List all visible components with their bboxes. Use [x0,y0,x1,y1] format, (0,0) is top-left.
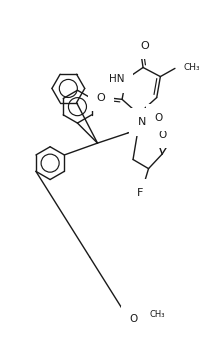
Text: N: N [138,117,146,127]
Text: O: O [158,130,166,140]
Text: HN: HN [109,74,124,84]
Text: CH₃: CH₃ [183,63,199,72]
Text: O: O [154,113,163,122]
Text: O: O [97,92,105,103]
Text: F: F [137,188,143,198]
Text: O: O [140,41,149,51]
Text: CH₃: CH₃ [149,310,165,319]
Text: O: O [129,314,137,324]
